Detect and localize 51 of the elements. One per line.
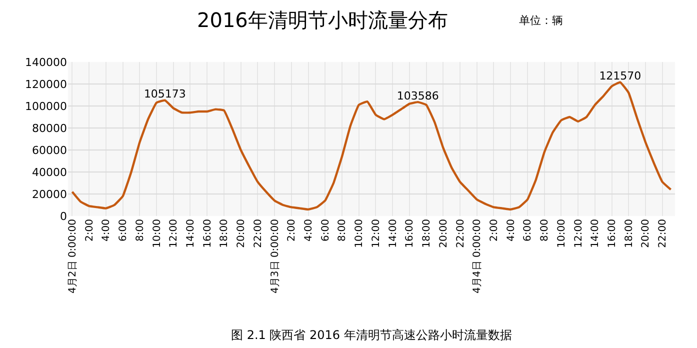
x-tick-label: 8:00 (134, 219, 146, 242)
y-tick-label: 60000 (32, 144, 67, 157)
x-tick-label: 20:00 (236, 219, 248, 248)
x-tick-label: 18:00 (219, 219, 230, 248)
x-tick-label: 22:00 (252, 219, 264, 248)
x-tick-label: 2:00 (84, 219, 96, 242)
x-tick-label: 10:00 (556, 219, 568, 248)
x-tick-label: 22:00 (658, 219, 669, 248)
x-tick-label: 4:00 (506, 219, 517, 242)
x-tick-label: 16:00 (607, 219, 618, 248)
chart-title: 2016年清明节小时流量分布 (197, 8, 448, 32)
y-tick-label: 40000 (32, 166, 67, 179)
x-tick-label: 10:00 (354, 219, 366, 248)
x-tick-label: 4月4日 0:00:00 (472, 219, 484, 294)
x-tick-label: 20:00 (438, 219, 450, 248)
y-tick-label: 140000 (25, 56, 67, 69)
x-tick-label: 2:00 (488, 219, 500, 242)
x-tick-label: 16:00 (404, 219, 416, 248)
x-tick-label: 4月3日 0:00:00 (270, 219, 281, 294)
x-tick-label: 18:00 (624, 219, 635, 248)
y-tick-label: 120000 (25, 78, 67, 91)
x-tick-label: 22:00 (455, 219, 466, 248)
x-tick-label: 8:00 (540, 219, 551, 242)
x-tick-label: 10:00 (152, 219, 163, 248)
x-tick-label: 4:00 (304, 219, 315, 242)
y-tick-label: 20000 (32, 188, 67, 201)
chart-subtitle: 单位：辆 (519, 14, 563, 27)
x-tick-label: 16:00 (202, 219, 214, 248)
x-tick-label: 12:00 (573, 219, 584, 248)
x-tick-label: 12:00 (168, 219, 180, 248)
x-tick-label: 6:00 (522, 219, 534, 242)
line-series (71, 81, 672, 210)
x-tick-label: 14:00 (590, 219, 602, 248)
data-label: 105173 (144, 88, 186, 101)
x-tick-label: 6:00 (118, 219, 130, 242)
x-tick-label: 2:00 (286, 219, 298, 242)
x-tick-label: 14:00 (185, 219, 196, 248)
x-tick-label: 8:00 (337, 219, 348, 242)
caption: 图 2.1 陕西省 2016 年清明节高速公路小时流量数据 (231, 328, 512, 342)
x-tick-label: 18:00 (422, 219, 433, 248)
y-tick-label: 80000 (32, 122, 67, 135)
x-tick-label: 4:00 (101, 219, 112, 242)
data-label: 121570 (599, 70, 642, 83)
y-tick-label: 0 (60, 210, 67, 223)
y-tick-label: 100000 (25, 100, 67, 113)
x-tick-label: 12:00 (370, 219, 382, 248)
x-tick-label: 20:00 (640, 219, 652, 248)
x-tick-label: 14:00 (388, 219, 399, 248)
x-tick-label: 6:00 (320, 219, 332, 242)
x-tick-label: 4月2日 0:00:00 (67, 219, 78, 294)
data-label: 103586 (396, 89, 439, 102)
